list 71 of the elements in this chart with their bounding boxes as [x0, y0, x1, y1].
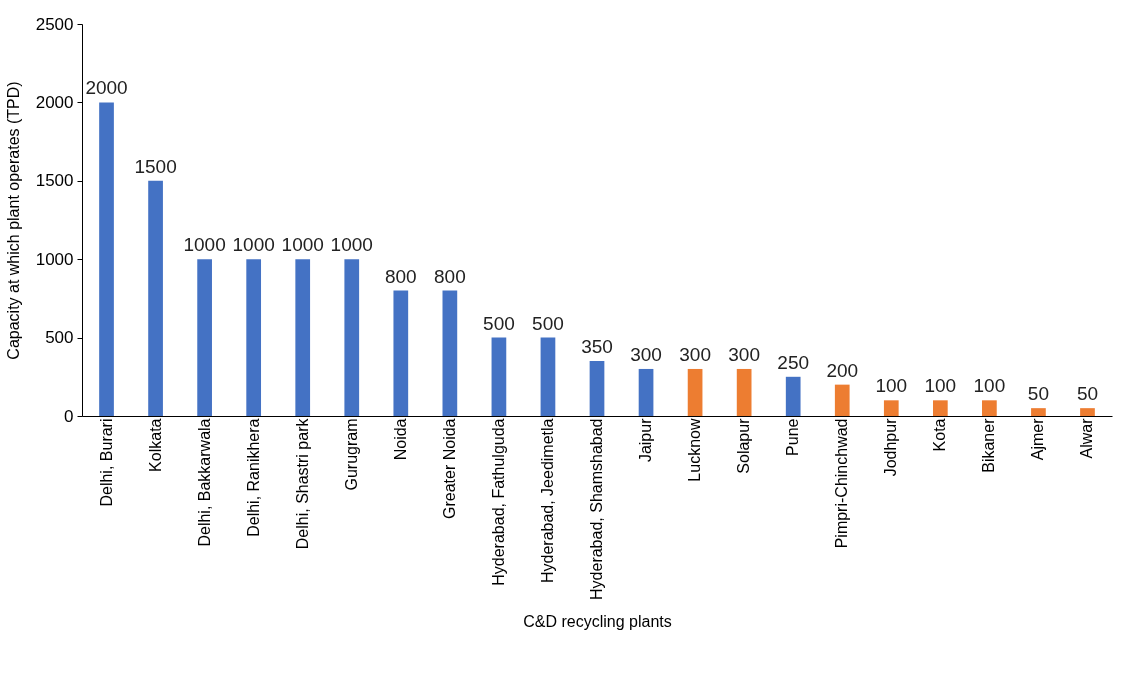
data-label: 1500	[134, 155, 177, 177]
x-tick-label: Delhi, Ranikhera	[244, 418, 262, 537]
bar	[1080, 408, 1095, 416]
data-label: 1000	[281, 234, 324, 256]
bar	[982, 400, 997, 416]
x-axis-title: C&D recycling plants	[523, 612, 672, 630]
y-tick-label: 1000	[35, 249, 74, 269]
x-tick-label: Jodhpur	[882, 417, 900, 477]
data-label: 300	[679, 343, 711, 365]
bar	[393, 290, 409, 416]
data-label: 100	[875, 375, 908, 397]
bar	[197, 259, 212, 416]
bar	[148, 180, 163, 416]
x-tick-label: Delhi, Burari	[97, 418, 115, 507]
bar	[344, 259, 360, 416]
x-tick-label: Solapur	[735, 417, 753, 474]
bar	[540, 337, 556, 416]
x-tick-label: Greater Noida	[440, 418, 458, 519]
x-tick-label: Lucknow	[686, 418, 704, 482]
bar	[834, 384, 850, 416]
x-tick-label: Kota	[931, 418, 949, 452]
data-label: 350	[581, 336, 613, 358]
x-tick-label: Gurugram	[342, 418, 360, 491]
data-label: 100	[973, 375, 1006, 397]
data-label: 50	[1027, 383, 1049, 405]
bar	[295, 259, 311, 416]
x-tick-label: Kolkata	[146, 418, 164, 472]
bar	[883, 400, 899, 416]
data-label: 800	[434, 265, 466, 287]
bar	[736, 368, 752, 416]
x-tick-label: Delhi, Bakkarwala	[195, 418, 213, 547]
data-label: 1000	[330, 234, 373, 256]
x-tick-label: Noida	[391, 418, 409, 461]
x-tick-label: Jaipur	[637, 417, 655, 463]
bar	[99, 102, 114, 416]
data-label: 200	[826, 359, 859, 381]
data-label: 1000	[232, 234, 275, 256]
bar	[442, 290, 458, 416]
x-tick-label: Hyderabad, Jeedimetla	[538, 418, 556, 584]
bar	[246, 259, 262, 416]
y-tick-label: 2000	[35, 92, 74, 112]
bar	[491, 337, 507, 416]
x-tick-label: Delhi, Shastri park	[293, 417, 311, 550]
data-label: 100	[924, 375, 957, 397]
bar	[785, 376, 801, 416]
x-tick-label: Alwar	[1078, 417, 1096, 459]
bar	[638, 368, 654, 416]
bar	[687, 368, 703, 416]
y-axis-title: Capacity at which plant operates (TPD)	[4, 81, 22, 360]
x-tick-label: Hyderabad, Fathulguda	[489, 418, 507, 586]
bar	[1031, 408, 1046, 416]
y-tick-label: 500	[45, 328, 74, 348]
data-label: 500	[483, 312, 515, 334]
data-label: 250	[777, 351, 810, 373]
data-label: 500	[532, 312, 564, 334]
bar	[589, 361, 605, 416]
x-tick-label: Hyderabad, Shamshabad	[588, 418, 605, 600]
x-tick-label: Ajmer	[1029, 417, 1047, 461]
data-label: 50	[1076, 383, 1099, 405]
y-tick-label: 1500	[35, 171, 74, 191]
x-tick-label: Pune	[784, 418, 802, 456]
y-tick-label: 0	[64, 406, 74, 426]
data-label: 1000	[183, 234, 226, 256]
y-tick-label: 2500	[35, 14, 74, 34]
bar	[932, 400, 948, 416]
data-label: 300	[728, 343, 760, 365]
x-tick-label: Bikaner	[980, 417, 998, 473]
data-label: 300	[630, 343, 662, 365]
data-label: 800	[384, 265, 417, 287]
data-label: 2000	[85, 77, 128, 99]
x-tick-label: Pimpri-Chinchwad	[833, 418, 851, 549]
